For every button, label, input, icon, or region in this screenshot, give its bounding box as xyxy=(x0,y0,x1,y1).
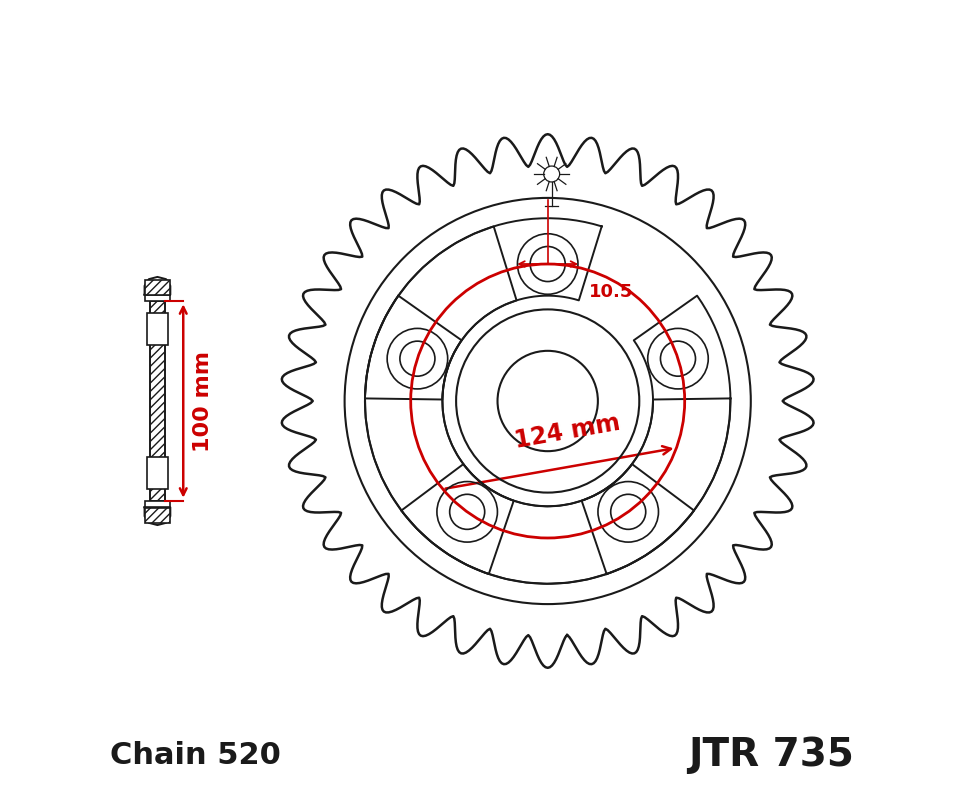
Bar xyxy=(145,280,170,295)
Text: 124 mm: 124 mm xyxy=(513,411,622,452)
Bar xyxy=(151,302,164,500)
Bar xyxy=(145,508,170,523)
Bar xyxy=(145,500,170,507)
Bar xyxy=(147,314,168,345)
Polygon shape xyxy=(145,277,170,295)
Bar xyxy=(145,280,170,295)
Text: 100 mm: 100 mm xyxy=(193,350,213,452)
Polygon shape xyxy=(145,507,170,525)
Bar xyxy=(147,457,168,488)
Bar xyxy=(145,508,170,523)
Text: 10.5: 10.5 xyxy=(588,283,634,301)
Text: Chain 520: Chain 520 xyxy=(109,741,280,770)
Text: JTR 735: JTR 735 xyxy=(688,736,854,775)
Bar xyxy=(145,295,170,302)
